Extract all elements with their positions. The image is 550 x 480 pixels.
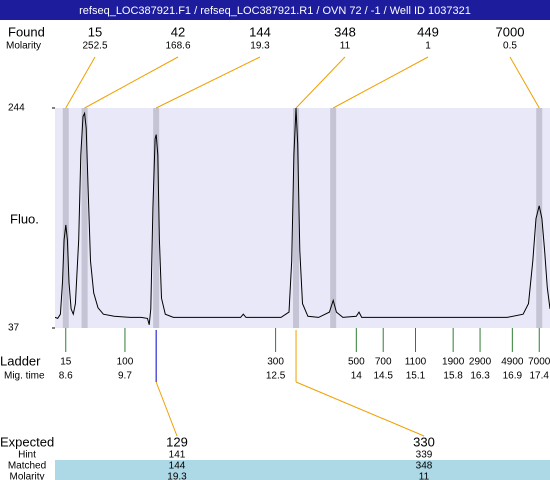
ladder-mig-time: 15.1 <box>406 371 426 382</box>
title-bar <box>0 0 550 20</box>
trace <box>55 107 550 325</box>
expected-cell: 339 <box>416 450 433 461</box>
peak-connector <box>84 56 179 109</box>
expected-cell: 348 <box>416 461 433 472</box>
ladder-mig-time: 16.3 <box>470 371 490 382</box>
title: refseq_LOC387921.F1 / refseq_LOC387921.R… <box>79 5 471 17</box>
expected-cell: 19.3 <box>167 472 187 480</box>
found-sublabel: Molarity <box>6 41 41 52</box>
ladder-sublabel: Mig. time <box>4 371 45 382</box>
ladder-mig-time: 17.4 <box>530 371 550 382</box>
found-molarity: 252.5 <box>82 41 107 52</box>
y-tick-label: 244 <box>8 103 25 114</box>
ladder-mig-time: 12.5 <box>266 371 286 382</box>
ladder-mig-time: 9.7 <box>118 371 132 382</box>
found-size: 7000 <box>496 24 525 39</box>
ladder-size: 300 <box>267 357 284 368</box>
ladder-size: 100 <box>117 357 134 368</box>
peak-band <box>62 108 69 328</box>
found-molarity: 0.5 <box>503 41 517 52</box>
peak-connector <box>332 56 429 109</box>
ladder-mig-time: 14 <box>351 371 363 382</box>
ladder-size: 1100 <box>405 357 427 368</box>
found-molarity: 11 <box>340 41 351 52</box>
ladder-size: 15 <box>60 357 72 368</box>
ladder-size: 7000 <box>528 357 550 368</box>
peak-connector <box>155 56 261 109</box>
found-label: Found <box>8 24 45 39</box>
expected-row-label: Hint <box>18 450 36 461</box>
expected-cell: 144 <box>169 461 186 472</box>
ladder-size: 1900 <box>442 357 465 368</box>
peak-band <box>293 108 300 328</box>
ladder-label: Ladder <box>0 353 41 368</box>
ladder-size: 700 <box>375 357 392 368</box>
found-size: 144 <box>249 24 271 39</box>
y-axis-label: Fluo. <box>10 211 39 226</box>
peak-band <box>81 108 88 328</box>
matched-band <box>55 460 550 480</box>
ladder-mig-time: 16.9 <box>503 371 523 382</box>
found-size: 348 <box>334 24 356 39</box>
found-size: 449 <box>417 24 439 39</box>
found-size: 15 <box>88 24 102 39</box>
peak-band <box>330 108 337 328</box>
expected-connector <box>295 381 425 437</box>
expected-cell: 11 <box>419 472 430 480</box>
expected-cell: 141 <box>169 450 186 461</box>
expected-row-label: Matched <box>8 461 46 472</box>
y-tick-label: 37 <box>8 323 20 334</box>
peak-band <box>536 108 543 328</box>
ladder-size: 4900 <box>501 357 524 368</box>
found-molarity: 1 <box>425 41 431 52</box>
peak-band <box>153 108 160 328</box>
peak-connector <box>295 56 346 109</box>
ladder-mig-time: 14.5 <box>373 371 393 382</box>
ladder-size: 2900 <box>469 357 492 368</box>
expected-row-label: Expected <box>0 434 54 449</box>
ladder-size: 500 <box>348 357 365 368</box>
found-molarity: 19.3 <box>250 41 270 52</box>
found-size: 42 <box>171 24 185 39</box>
expected-cell: 330 <box>413 434 435 449</box>
ladder-mig-time: 8.6 <box>59 371 73 382</box>
ladder-mig-time: 15.8 <box>443 371 463 382</box>
expected-cell: 129 <box>166 434 188 449</box>
plot-area <box>55 108 550 328</box>
found-molarity: 168.6 <box>165 41 190 52</box>
peak-connector <box>509 56 540 109</box>
expected-connector <box>155 381 178 437</box>
expected-row-label: Molarity <box>9 472 44 480</box>
peak-connector <box>65 56 96 109</box>
